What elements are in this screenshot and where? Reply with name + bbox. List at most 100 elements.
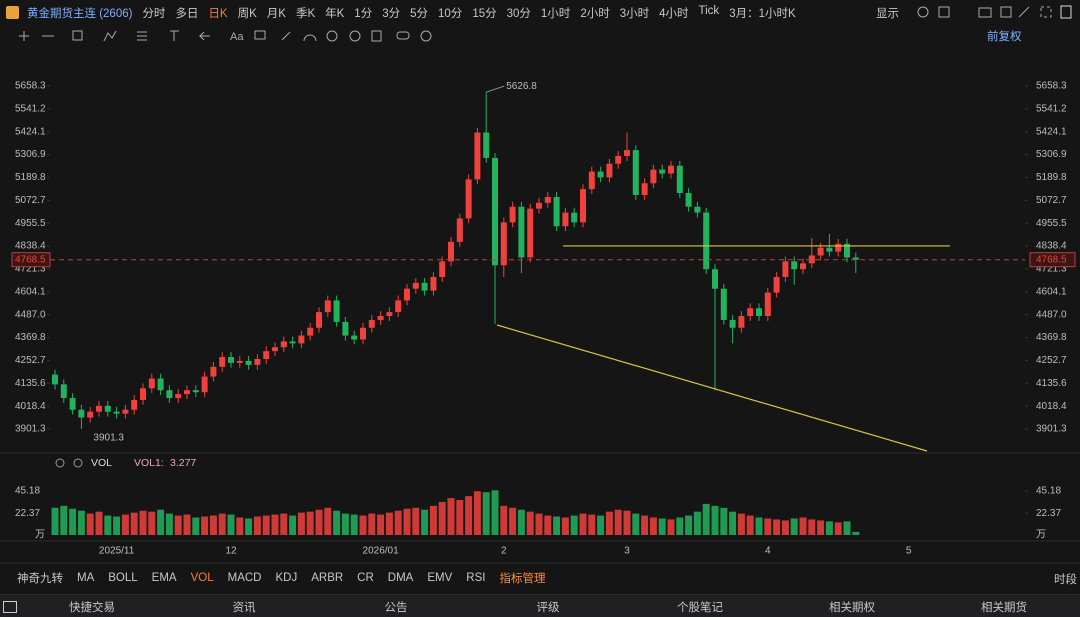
- indicator-tab[interactable]: ARBR: [311, 572, 344, 584]
- indicator-tab[interactable]: 神奇九转: [17, 573, 63, 585]
- delete-tool[interactable]: [371, 30, 382, 42]
- period-tab[interactable]: 3月：1小时K: [729, 7, 796, 20]
- candle-body: [87, 411, 94, 418]
- cross-tool[interactable]: [19, 31, 29, 41]
- period-tab[interactable]: 10分: [438, 7, 463, 20]
- footer-tab[interactable]: 快捷交易: [69, 601, 115, 614]
- footer-tab[interactable]: 个股笔记: [677, 601, 723, 614]
- period-tab[interactable]: 多日: [175, 7, 199, 20]
- period-tab[interactable]: 2小时: [580, 7, 610, 20]
- volume-bar: [148, 511, 156, 535]
- indicator-tab[interactable]: DMA: [387, 572, 414, 584]
- footer-tab[interactable]: 相关期权: [829, 601, 875, 614]
- y-tick-label: 4369.8: [1036, 332, 1067, 343]
- candle-body: [615, 155, 622, 164]
- last-price-label: 4768.5: [1036, 254, 1067, 265]
- layout-icon[interactable]: [938, 6, 950, 18]
- session-button[interactable]: 时段: [1054, 574, 1077, 586]
- candle-body: [307, 327, 314, 336]
- shape-tool[interactable]: [72, 30, 83, 41]
- display-menu[interactable]: 显示: [876, 7, 899, 20]
- indicator-tab[interactable]: RSI: [466, 572, 486, 584]
- period-tab[interactable]: 1分: [354, 7, 373, 20]
- instrument-title[interactable]: 黄金期货主连 (2606): [27, 7, 133, 20]
- vol-unit: 万: [35, 530, 45, 541]
- draw-icon[interactable]: [1018, 6, 1030, 18]
- period-tab[interactable]: 月K: [266, 7, 286, 20]
- volume-bar: [157, 509, 165, 535]
- candle-body: [131, 399, 138, 410]
- indicator-tab[interactable]: BOLL: [108, 572, 138, 584]
- indicator-tab[interactable]: VOL: [190, 572, 214, 584]
- period-tab[interactable]: 30分: [506, 7, 531, 20]
- indicator-tab[interactable]: MACD: [227, 572, 262, 584]
- period-tab[interactable]: Tick: [698, 4, 720, 17]
- volume-bar: [570, 515, 578, 535]
- period-tab[interactable]: 日K: [208, 7, 228, 20]
- magnet-tool[interactable]: [303, 34, 317, 42]
- volume-bar: [588, 514, 596, 535]
- camera-icon[interactable]: [978, 7, 992, 18]
- x-tick-label: 4: [765, 546, 771, 557]
- fib-tool[interactable]: [137, 31, 147, 41]
- footer-bar: 快捷交易 资讯 公告 评级 个股笔记 相关期权 相关期货: [0, 594, 1080, 617]
- footer-tab[interactable]: 评级: [536, 601, 560, 614]
- candle-body: [298, 335, 305, 344]
- hide-tool[interactable]: [349, 30, 361, 42]
- link-tool[interactable]: [396, 31, 410, 40]
- period-tab[interactable]: 分时: [142, 7, 166, 20]
- footer-tab[interactable]: 公告: [384, 601, 408, 614]
- panel-icon[interactable]: [1060, 5, 1072, 19]
- period-tab[interactable]: 15分: [472, 7, 497, 20]
- candle-body: [219, 357, 226, 367]
- vol-tick-label: 22.37: [1036, 508, 1061, 519]
- vol-close-icon: [73, 458, 83, 468]
- period-tab[interactable]: 3分: [382, 7, 401, 20]
- y-tick-label: 3901.3: [1036, 424, 1067, 435]
- indicator-tab[interactable]: 指标管理: [499, 573, 546, 585]
- volume-bar: [685, 515, 693, 535]
- period-tab[interactable]: 4小时: [659, 7, 689, 20]
- lock-tool[interactable]: [326, 30, 338, 42]
- candle-body: [175, 394, 182, 399]
- footer-icon[interactable]: [3, 600, 17, 613]
- text-tool[interactable]: Aa: [230, 31, 244, 43]
- indicator-tab[interactable]: MA: [77, 572, 95, 584]
- arrow-tool[interactable]: [198, 31, 210, 41]
- indicator-tab[interactable]: CR: [357, 572, 374, 584]
- indicator-tab[interactable]: KDJ: [275, 572, 298, 584]
- period-tab[interactable]: 周K: [237, 7, 257, 20]
- adjust-mode[interactable]: 前复权: [987, 31, 1022, 43]
- period-tab[interactable]: 3小时: [619, 7, 650, 20]
- volume-bar: [289, 515, 297, 535]
- tool-settings[interactable]: [420, 30, 432, 42]
- pen-tool[interactable]: [281, 31, 291, 41]
- candle-body: [412, 282, 419, 289]
- candle-body: [60, 384, 67, 399]
- volume-bar: [544, 515, 552, 535]
- candle-body: [395, 300, 402, 313]
- wave-tool[interactable]: [103, 30, 117, 42]
- volume-bar: [526, 511, 534, 535]
- volume-bar: [482, 492, 490, 535]
- candle-body: [122, 409, 129, 414]
- settings-icon[interactable]: [917, 6, 929, 18]
- period-list: 分时 多日 日K 周K 月K 季K 年K 1分 3分 5分 10分 15分 30分 1小时 2小时 3小时 4小…: [142, 5, 795, 21]
- footer-tab[interactable]: 资讯: [232, 601, 256, 614]
- logo: [6, 6, 19, 19]
- measure-tool[interactable]: [170, 30, 179, 41]
- note-tool[interactable]: [254, 30, 266, 40]
- period-tab[interactable]: 5分: [410, 7, 429, 20]
- period-tab[interactable]: 年K: [325, 7, 345, 20]
- footer-tab[interactable]: 相关期货: [981, 601, 1027, 614]
- candle-body: [668, 165, 674, 174]
- indicator-tab[interactable]: EMA: [151, 572, 177, 584]
- indicator-tab[interactable]: EMV: [427, 572, 453, 584]
- fullscreen-icon[interactable]: [1040, 6, 1052, 18]
- share-icon[interactable]: [1000, 6, 1012, 18]
- candle-body: [571, 212, 578, 223]
- y-tick-label: 3901.3: [15, 424, 46, 435]
- period-tab[interactable]: 季K: [295, 7, 316, 20]
- period-tab[interactable]: 1小时: [540, 7, 571, 20]
